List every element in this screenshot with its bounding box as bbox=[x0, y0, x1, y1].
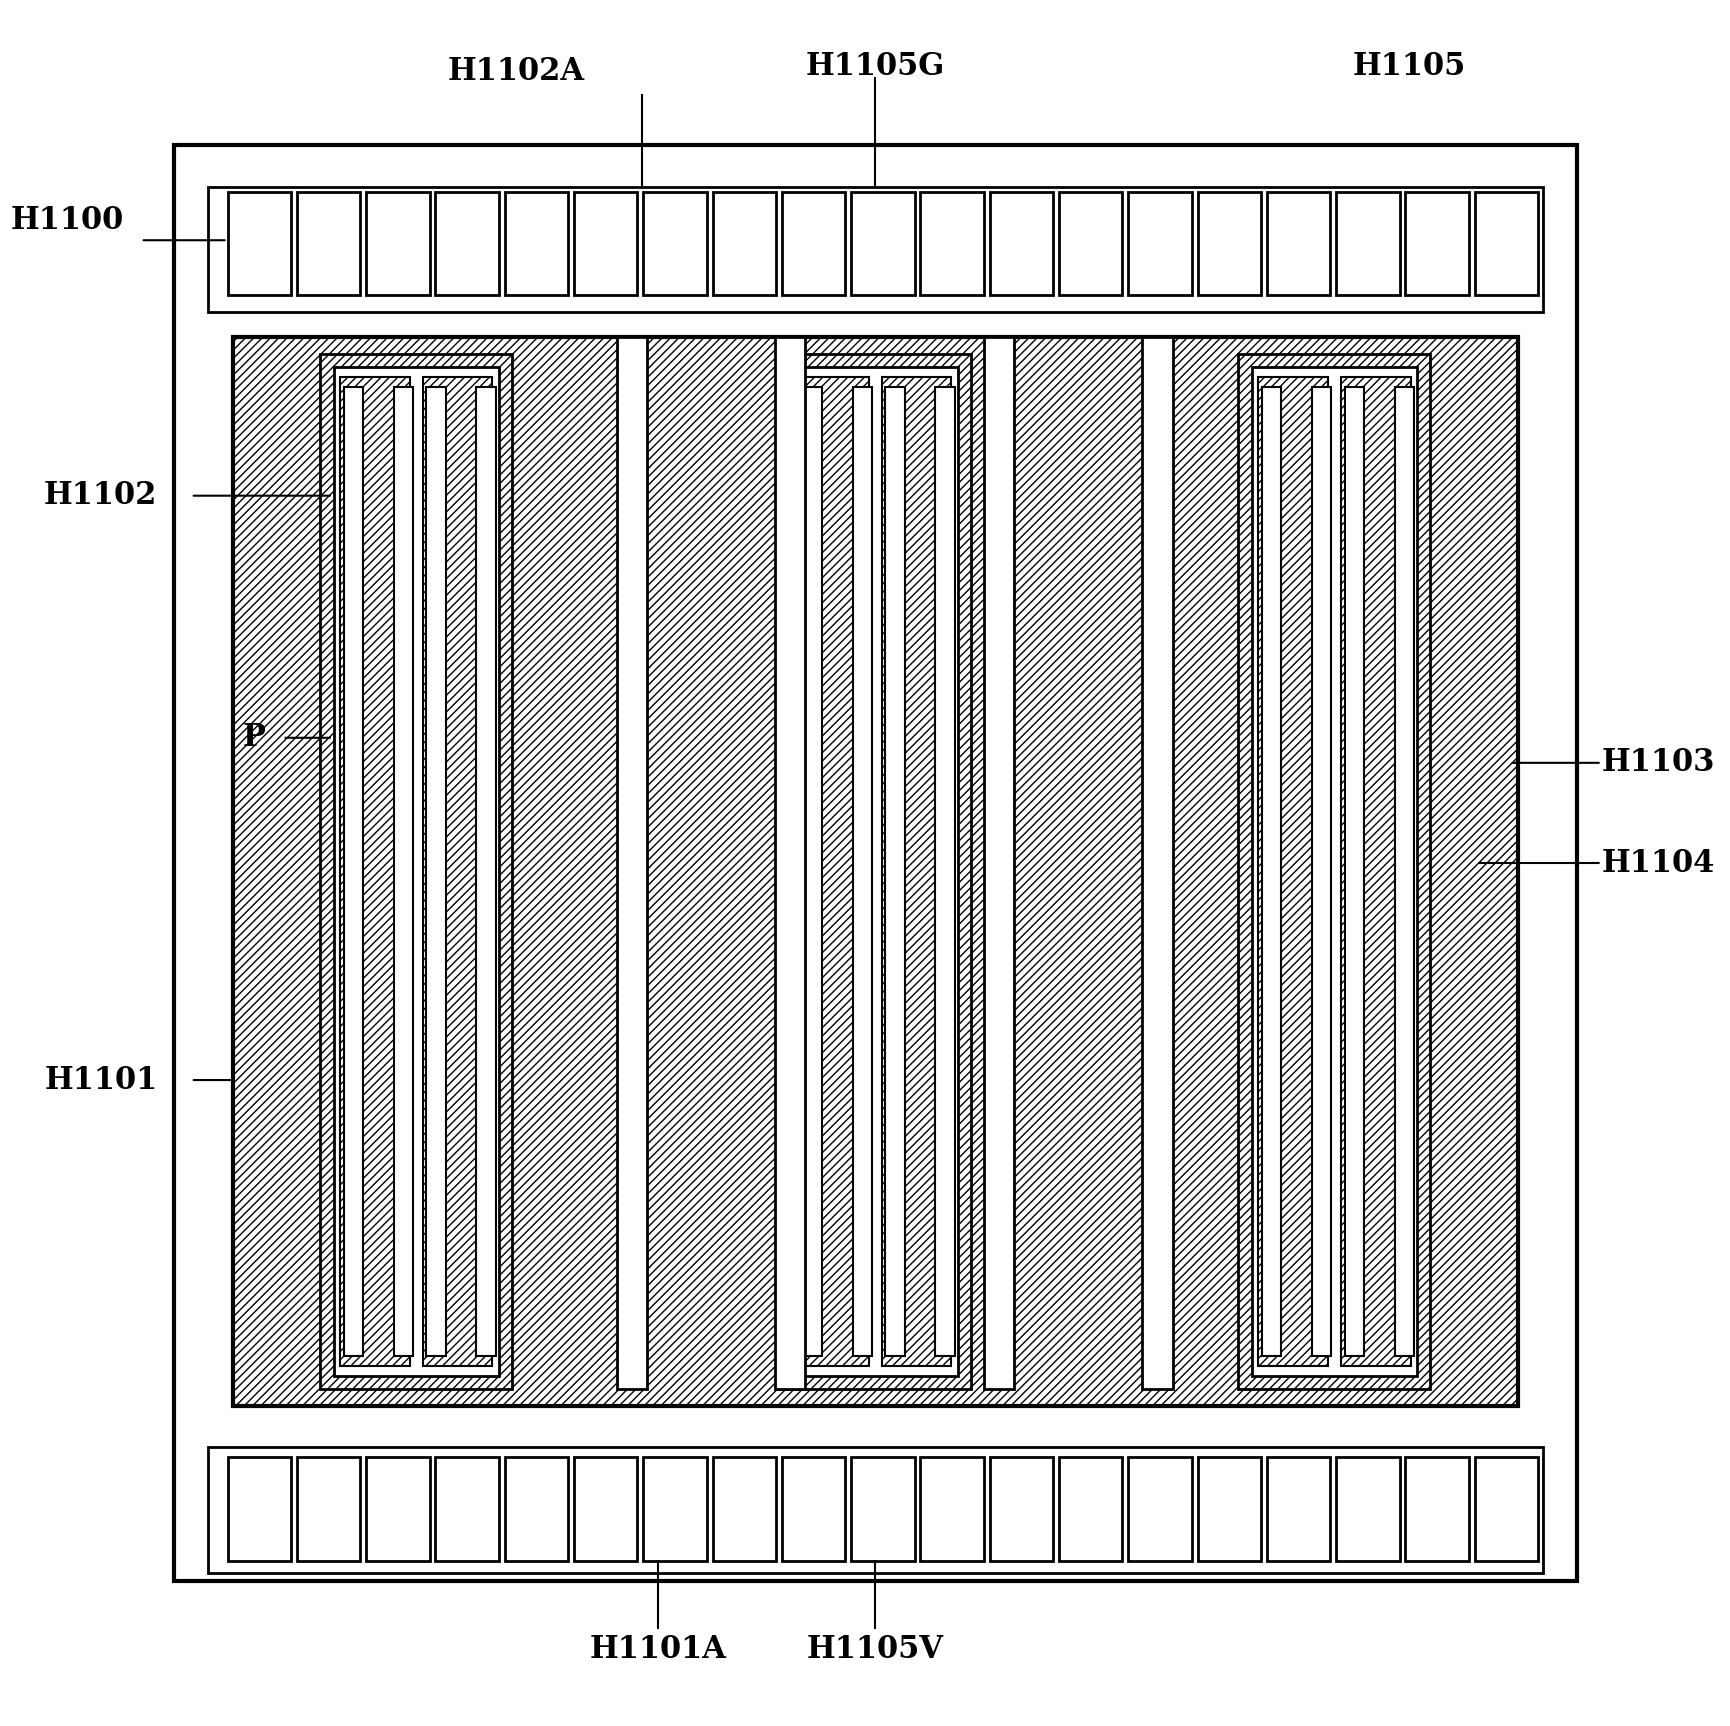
Bar bbox=[426, 387, 445, 1355]
Bar bbox=[227, 192, 291, 295]
Bar bbox=[1197, 192, 1259, 295]
Bar bbox=[799, 378, 868, 1365]
Text: H1105V: H1105V bbox=[806, 1635, 943, 1666]
Bar bbox=[920, 192, 983, 295]
Bar bbox=[1258, 378, 1327, 1365]
Bar bbox=[436, 1457, 498, 1560]
Bar bbox=[616, 337, 647, 1389]
Bar bbox=[367, 192, 429, 295]
Bar bbox=[208, 186, 1541, 312]
Bar bbox=[505, 192, 567, 295]
Text: P: P bbox=[242, 721, 266, 753]
Bar bbox=[1128, 192, 1190, 295]
Bar bbox=[344, 387, 363, 1355]
Bar bbox=[341, 378, 410, 1365]
Bar bbox=[436, 192, 498, 295]
Bar bbox=[422, 378, 491, 1365]
Bar bbox=[227, 1457, 291, 1560]
Bar bbox=[208, 1448, 1541, 1572]
Text: H1104: H1104 bbox=[1600, 847, 1714, 879]
Bar bbox=[851, 192, 913, 295]
Bar bbox=[175, 145, 1576, 1581]
Bar bbox=[505, 1457, 567, 1560]
Bar bbox=[983, 337, 1014, 1389]
Bar bbox=[1405, 192, 1469, 295]
Bar bbox=[1266, 1457, 1330, 1560]
Bar bbox=[713, 1457, 775, 1560]
Bar bbox=[1059, 192, 1121, 295]
Text: H1101A: H1101A bbox=[590, 1635, 727, 1666]
Bar bbox=[1142, 337, 1171, 1389]
Bar bbox=[334, 368, 498, 1376]
Bar bbox=[1344, 387, 1363, 1355]
Bar bbox=[803, 387, 822, 1355]
Bar bbox=[476, 387, 495, 1355]
Text: H1101: H1101 bbox=[45, 1065, 157, 1096]
Bar bbox=[713, 192, 775, 295]
Bar bbox=[782, 1457, 844, 1560]
Bar bbox=[886, 387, 905, 1355]
Bar bbox=[296, 192, 360, 295]
Bar bbox=[393, 387, 413, 1355]
Bar bbox=[853, 387, 872, 1355]
Bar bbox=[775, 337, 804, 1389]
Text: H1102A: H1102A bbox=[448, 55, 585, 86]
Bar bbox=[851, 1457, 913, 1560]
Bar bbox=[934, 387, 955, 1355]
Text: H1105: H1105 bbox=[1353, 50, 1465, 81]
Bar bbox=[1336, 192, 1400, 295]
Bar bbox=[1405, 1457, 1469, 1560]
Bar bbox=[367, 1457, 429, 1560]
Bar bbox=[320, 354, 512, 1389]
Bar bbox=[920, 1457, 983, 1560]
Bar bbox=[1197, 1457, 1259, 1560]
Bar bbox=[1336, 1457, 1400, 1560]
Text: H1105G: H1105G bbox=[804, 50, 945, 81]
Bar bbox=[574, 1457, 637, 1560]
Bar bbox=[1474, 192, 1538, 295]
Bar bbox=[792, 368, 957, 1376]
Bar bbox=[1311, 387, 1330, 1355]
Bar bbox=[882, 378, 952, 1365]
Bar bbox=[1059, 1457, 1121, 1560]
Bar bbox=[1394, 387, 1413, 1355]
Bar bbox=[1128, 1457, 1190, 1560]
Bar bbox=[990, 1457, 1052, 1560]
Bar bbox=[1261, 387, 1280, 1355]
Bar bbox=[990, 192, 1052, 295]
Bar bbox=[574, 192, 637, 295]
Bar bbox=[1266, 192, 1330, 295]
Bar bbox=[1237, 354, 1429, 1389]
Bar bbox=[778, 354, 971, 1389]
Text: H1102: H1102 bbox=[43, 480, 157, 511]
Text: H1103: H1103 bbox=[1600, 747, 1714, 778]
Bar bbox=[1474, 1457, 1538, 1560]
Bar bbox=[782, 192, 844, 295]
Bar bbox=[296, 1457, 360, 1560]
Bar bbox=[644, 192, 706, 295]
Bar bbox=[232, 337, 1517, 1405]
Bar bbox=[644, 1457, 706, 1560]
Text: H1100: H1100 bbox=[10, 205, 125, 236]
Bar bbox=[1251, 368, 1417, 1376]
Bar bbox=[1341, 378, 1410, 1365]
